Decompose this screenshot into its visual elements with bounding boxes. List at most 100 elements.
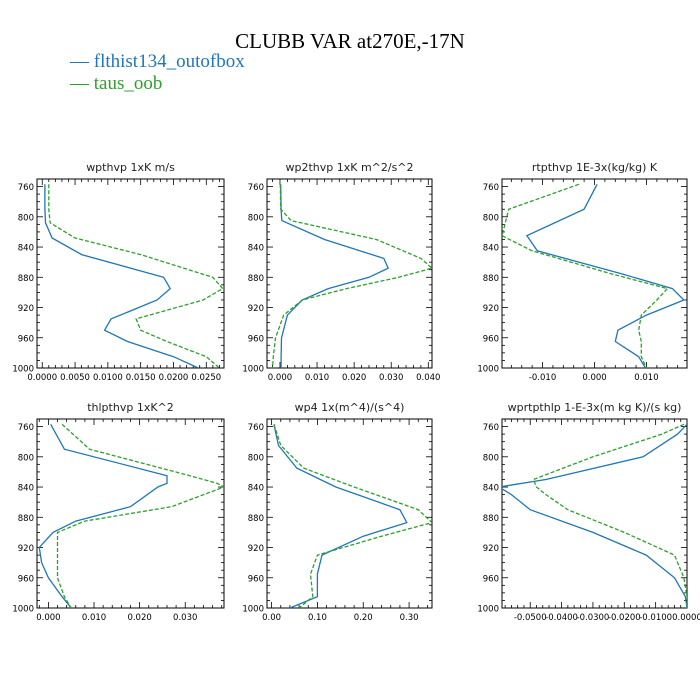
y-tick-label: 920 (483, 304, 499, 314)
x-tick-label: 0.0050 (60, 373, 90, 383)
x-tick-label: 0.0000 (672, 613, 700, 623)
y-tick-label: 920 (483, 544, 499, 554)
panel-4: wp4 1x(m^4)/(s^4)76080084088092096010000… (242, 401, 433, 623)
panel-frame (36, 418, 225, 609)
x-tick-label: 0.10 (308, 613, 327, 623)
x-tick-label: 0.020 (342, 373, 366, 383)
x-tick-label: 0.020 (127, 613, 151, 623)
y-tick-label: 960 (18, 334, 34, 344)
y-tick-label: 1000 (12, 605, 34, 615)
y-tick-label: 840 (248, 244, 264, 254)
y-tick-label: 800 (483, 453, 499, 463)
x-tick-label: -0.0100 (639, 613, 672, 623)
y-tick-label: 760 (248, 423, 264, 433)
x-tick-label: 0.0250 (191, 373, 221, 383)
y-tick-label: 880 (483, 274, 499, 284)
y-tick-label: 960 (483, 574, 499, 584)
x-tick-label: 0.0150 (126, 373, 156, 383)
panel-frame (266, 418, 433, 609)
x-tick-label: -0.0200 (608, 613, 641, 623)
series-line-0 (502, 423, 687, 608)
y-tick-label: 920 (248, 544, 264, 554)
panel-title: rtpthvp 1E-3x(kg/kg) K (532, 161, 658, 174)
y-tick-label: 800 (248, 213, 264, 223)
y-tick-label: 800 (18, 453, 34, 463)
y-tick-label: 800 (483, 213, 499, 223)
y-tick-label: 760 (483, 183, 499, 193)
y-tick-label: 920 (248, 304, 264, 314)
y-tick-label: 1000 (242, 365, 264, 375)
figure-title: CLUBB VAR at270E,-17N (235, 29, 465, 53)
x-tick-label: 0.010 (82, 613, 106, 623)
x-tick-label: -0.0500 (514, 613, 547, 623)
legend-entry-0: — flthist134_outofbox (70, 52, 245, 72)
y-tick-label: 880 (483, 514, 499, 524)
series-line-0 (44, 184, 199, 368)
series-line-0 (38, 423, 168, 608)
y-tick-label: 760 (483, 423, 499, 433)
series-line-1 (532, 423, 687, 608)
series-line-0 (525, 183, 686, 368)
x-tick-label: -0.0400 (545, 613, 578, 623)
series-line-0 (273, 424, 408, 608)
x-tick-label: 0.030 (379, 373, 403, 383)
panel-title: wp2thvp 1xK m^2/s^2 (285, 161, 413, 174)
legend-line-0: — (70, 51, 94, 72)
panel-title: wp4 1x(m^4)/(s^4) (295, 401, 405, 414)
x-tick-label: 0.20 (354, 613, 373, 623)
x-tick-label: 0.000 (36, 613, 60, 623)
x-tick-label: 0.010 (305, 373, 329, 383)
x-tick-label: 0.000 (268, 373, 292, 383)
panel-3: thlpthvp 1xK^2 760 800 840 880 920 960 10000.00… (12, 401, 225, 623)
y-tick-label: 880 (248, 514, 264, 524)
series-line-1 (48, 184, 224, 368)
x-tick-label: 0.0000 (27, 373, 57, 383)
x-tick-label: -0.0300 (577, 613, 610, 623)
y-tick-label: 960 (483, 334, 499, 344)
y-tick-label: 880 (18, 514, 34, 524)
series-line-0 (280, 184, 390, 368)
panel-2: rtpthvp 1E-3x(kg/kg) K 760 800 840 880 920 960… (477, 161, 688, 383)
panel-title: wpthvp 1xK m/s (86, 161, 175, 174)
y-tick-label: 840 (248, 484, 264, 494)
x-tick-label: 0.0200 (159, 373, 189, 383)
y-tick-label: 880 (18, 274, 34, 284)
legend-entry-1: — taus_oob (70, 74, 162, 94)
y-tick-label: 800 (248, 453, 264, 463)
y-tick-label: 840 (483, 484, 499, 494)
y-tick-label: 840 (483, 244, 499, 254)
legend-line-1: — (70, 73, 94, 94)
panel-frame (501, 418, 688, 609)
panel-frame (36, 178, 225, 369)
y-tick-label: 960 (248, 334, 264, 344)
panel-title: thlpthvp 1xK^2 (87, 401, 174, 414)
y-tick-label: 1000 (477, 365, 499, 375)
y-tick-label: 920 (18, 304, 34, 314)
y-tick-label: 840 (18, 484, 34, 494)
y-tick-label: 880 (248, 274, 264, 284)
legend-label-1: taus_oob (93, 73, 163, 94)
panel-title: wprtpthlp 1-E-3x(m kg K)/(s kg) (508, 401, 682, 414)
x-tick-label: 0.010 (634, 373, 658, 383)
panel-frame (266, 178, 433, 369)
panel-1: wp2thvp 1xK m^2/s^2 760 800 840 880 920 960 100… (242, 161, 440, 383)
y-tick-label: 760 (18, 183, 34, 193)
x-tick-label: 0.000 (582, 373, 606, 383)
x-tick-label: 0.030 (173, 613, 197, 623)
x-tick-label: 0.30 (400, 613, 419, 623)
series-line-1 (56, 423, 224, 608)
y-tick-label: 760 (18, 423, 34, 433)
x-tick-label: 0.040 (416, 373, 440, 383)
x-tick-label: 0.00 (262, 613, 281, 623)
y-tick-label: 760 (248, 183, 264, 193)
panel-0: wpthvp 1xK m/s76080084088092096010000.00… (12, 161, 225, 383)
y-tick-label: 1000 (477, 605, 499, 615)
y-tick-label: 960 (18, 574, 34, 584)
y-tick-label: 1000 (242, 605, 264, 615)
panel-5: wprtpthlp 1-E-3x(m kg K)/(s kg) 760 800 840… (477, 401, 700, 623)
y-tick-label: 920 (18, 544, 34, 554)
series-line-1 (273, 424, 432, 608)
y-tick-label: 800 (18, 213, 34, 223)
